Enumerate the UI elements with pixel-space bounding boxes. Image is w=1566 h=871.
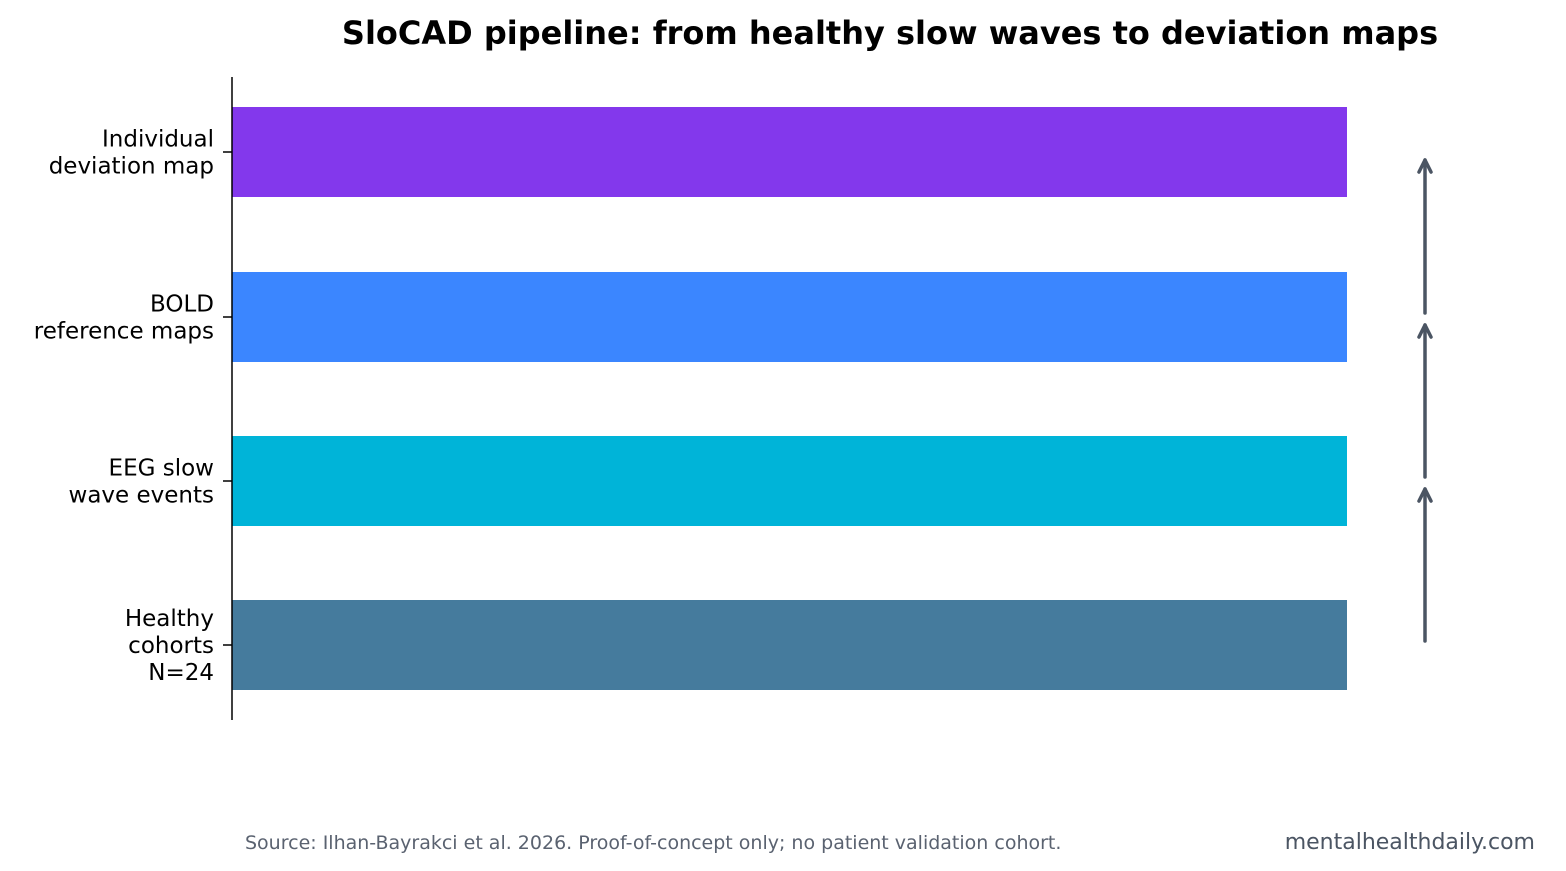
flow-arrows xyxy=(1417,158,1433,643)
bar-3 xyxy=(232,107,1347,197)
y-tick-label-line: reference maps xyxy=(34,319,214,345)
y-tick-label-line: EEG slow xyxy=(109,456,214,482)
site-credit: mentalhealthdaily.com xyxy=(1285,830,1535,855)
y-tick-label-line: Healthy xyxy=(125,606,214,632)
y-tick-label-line: N=24 xyxy=(148,660,214,686)
y-axis-ticks: Healthy cohorts N=24 EEG slow wave events BOL… xyxy=(34,127,232,686)
y-tick-label-0: Healthy cohorts N=24 xyxy=(125,606,214,686)
bar-0 xyxy=(232,600,1347,690)
arrow-head xyxy=(1417,158,1433,174)
bar-1 xyxy=(232,436,1347,526)
bar-2 xyxy=(232,272,1347,362)
source-note: Source: Ilhan-Bayrakci et al. 2026. Proo… xyxy=(245,832,1061,854)
flow-arrow-2 xyxy=(1417,158,1433,315)
y-tick-label-1: EEG slow wave events xyxy=(69,456,214,509)
y-tick-label-line: BOLD xyxy=(150,292,214,318)
bars-layer xyxy=(232,107,1347,690)
y-tick-label-3: Individual deviation map xyxy=(49,127,214,180)
y-tick-label-line: Individual xyxy=(102,127,214,153)
y-tick-label-line: wave events xyxy=(69,483,214,509)
chart-title: SloCAD pipeline: from healthy slow waves… xyxy=(342,14,1438,52)
arrow-head xyxy=(1417,323,1433,339)
y-tick-label-2: BOLD reference maps xyxy=(34,292,214,345)
flow-arrow-0 xyxy=(1417,487,1433,643)
arrow-head xyxy=(1417,487,1433,503)
y-tick-label-line: cohorts xyxy=(128,633,214,659)
y-tick-label-line: deviation map xyxy=(49,154,214,180)
flow-arrow-1 xyxy=(1417,323,1433,479)
